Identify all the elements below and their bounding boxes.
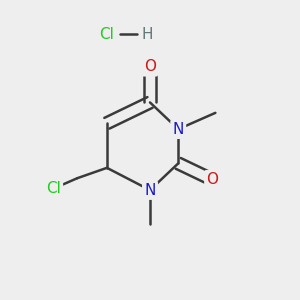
Text: O: O bbox=[206, 172, 218, 187]
Text: H: H bbox=[141, 27, 153, 42]
Text: N: N bbox=[144, 183, 156, 198]
Text: Cl: Cl bbox=[46, 181, 61, 196]
Text: Cl: Cl bbox=[100, 27, 114, 42]
Text: N: N bbox=[172, 122, 184, 137]
Text: O: O bbox=[144, 59, 156, 74]
